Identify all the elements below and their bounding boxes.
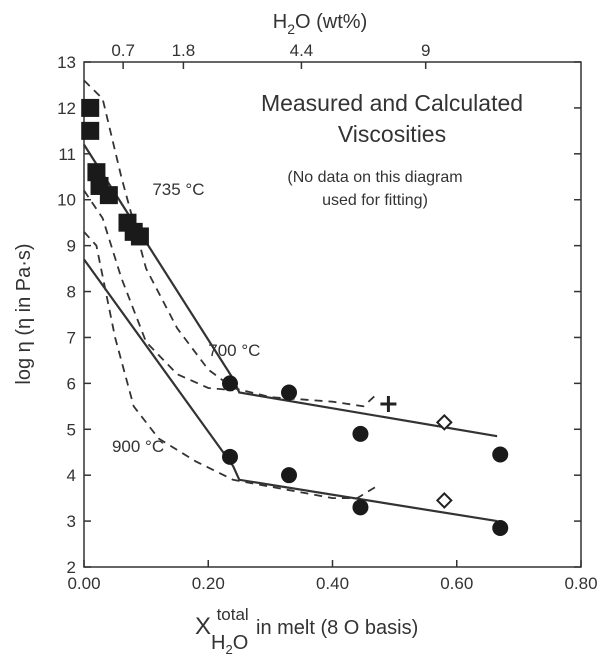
x-tick-label: 0.00 (67, 574, 100, 593)
x-axis-label: X total (195, 605, 249, 640)
data-point-diamond (435, 413, 453, 431)
model-curve-dashed (83, 79, 377, 408)
temperature-label: 700 °C (208, 341, 260, 360)
data-point-circle (221, 375, 238, 392)
y-tick-label: 8 (67, 283, 76, 302)
y-tick-label: 11 (58, 145, 76, 164)
points-layer (81, 98, 509, 536)
data-point-plus (380, 396, 397, 413)
chart-note-line1: (No data on this diagram (287, 169, 462, 186)
y-tick-label: 5 (67, 420, 76, 439)
y-tick-label: 12 (57, 99, 76, 118)
data-point-circle (492, 446, 509, 463)
top-axis-label: H2O (wt%) (273, 11, 367, 37)
y-tick-label: 13 (57, 53, 76, 72)
temperature-label: 735 °C (152, 180, 204, 199)
ticks-layer: 0.00 0.20 0.40 0.60 0.80 2 3 4 5 6 7 8 9 10 11 12 13 0.7 1… (57, 41, 597, 593)
top-tick-label: 4.4 (290, 41, 314, 60)
data-point-square (99, 186, 118, 205)
model-curve-dashed (83, 189, 234, 392)
x-tick-label: 0.20 (192, 574, 225, 593)
y-tick-label: 3 (67, 512, 76, 531)
data-point-circle (352, 425, 369, 442)
x-tick-label: 0.40 (316, 574, 349, 593)
top-tick-label: 1.8 (172, 41, 196, 60)
plot-frame (83, 61, 582, 568)
x-tick-label: 0.80 (564, 574, 597, 593)
x-axis-label-subscript: H2O (211, 632, 248, 657)
data-point-circle (281, 467, 298, 484)
data-point-square (81, 121, 100, 140)
chart-title-line1: Measured and Calculated (261, 90, 523, 116)
data-point-diamond (435, 492, 453, 509)
data-point-square (81, 98, 100, 117)
data-point-square (87, 163, 106, 182)
top-tick-label: 9 (421, 41, 430, 60)
data-point-square (130, 227, 149, 246)
y-axis-label: log η (η in Pa·s) (13, 243, 35, 384)
y-tick-label: 6 (67, 374, 76, 393)
chart-title-line2: Viscosities (338, 121, 446, 147)
x-tick-label: 0.60 (440, 574, 473, 593)
fit-line-solid (83, 258, 498, 523)
y-tick-label: 10 (57, 191, 76, 210)
top-tick-label: 0.7 (111, 41, 135, 60)
data-point-circle (352, 499, 369, 516)
y-tick-label: 4 (67, 466, 76, 485)
temperature-label: 900 °C (112, 437, 164, 456)
model-curve-dashed (83, 231, 377, 499)
y-tick-label: 9 (67, 237, 76, 256)
chart-note-line2: used for fitting) (322, 192, 428, 209)
y-tick-label: 7 (67, 328, 76, 347)
data-point-circle (281, 384, 298, 401)
x-axis-label-rest: in melt (8 O basis) (256, 617, 418, 639)
data-point-circle (221, 448, 238, 465)
data-point-circle (492, 519, 509, 536)
y-tick-label: 2 (67, 558, 76, 577)
